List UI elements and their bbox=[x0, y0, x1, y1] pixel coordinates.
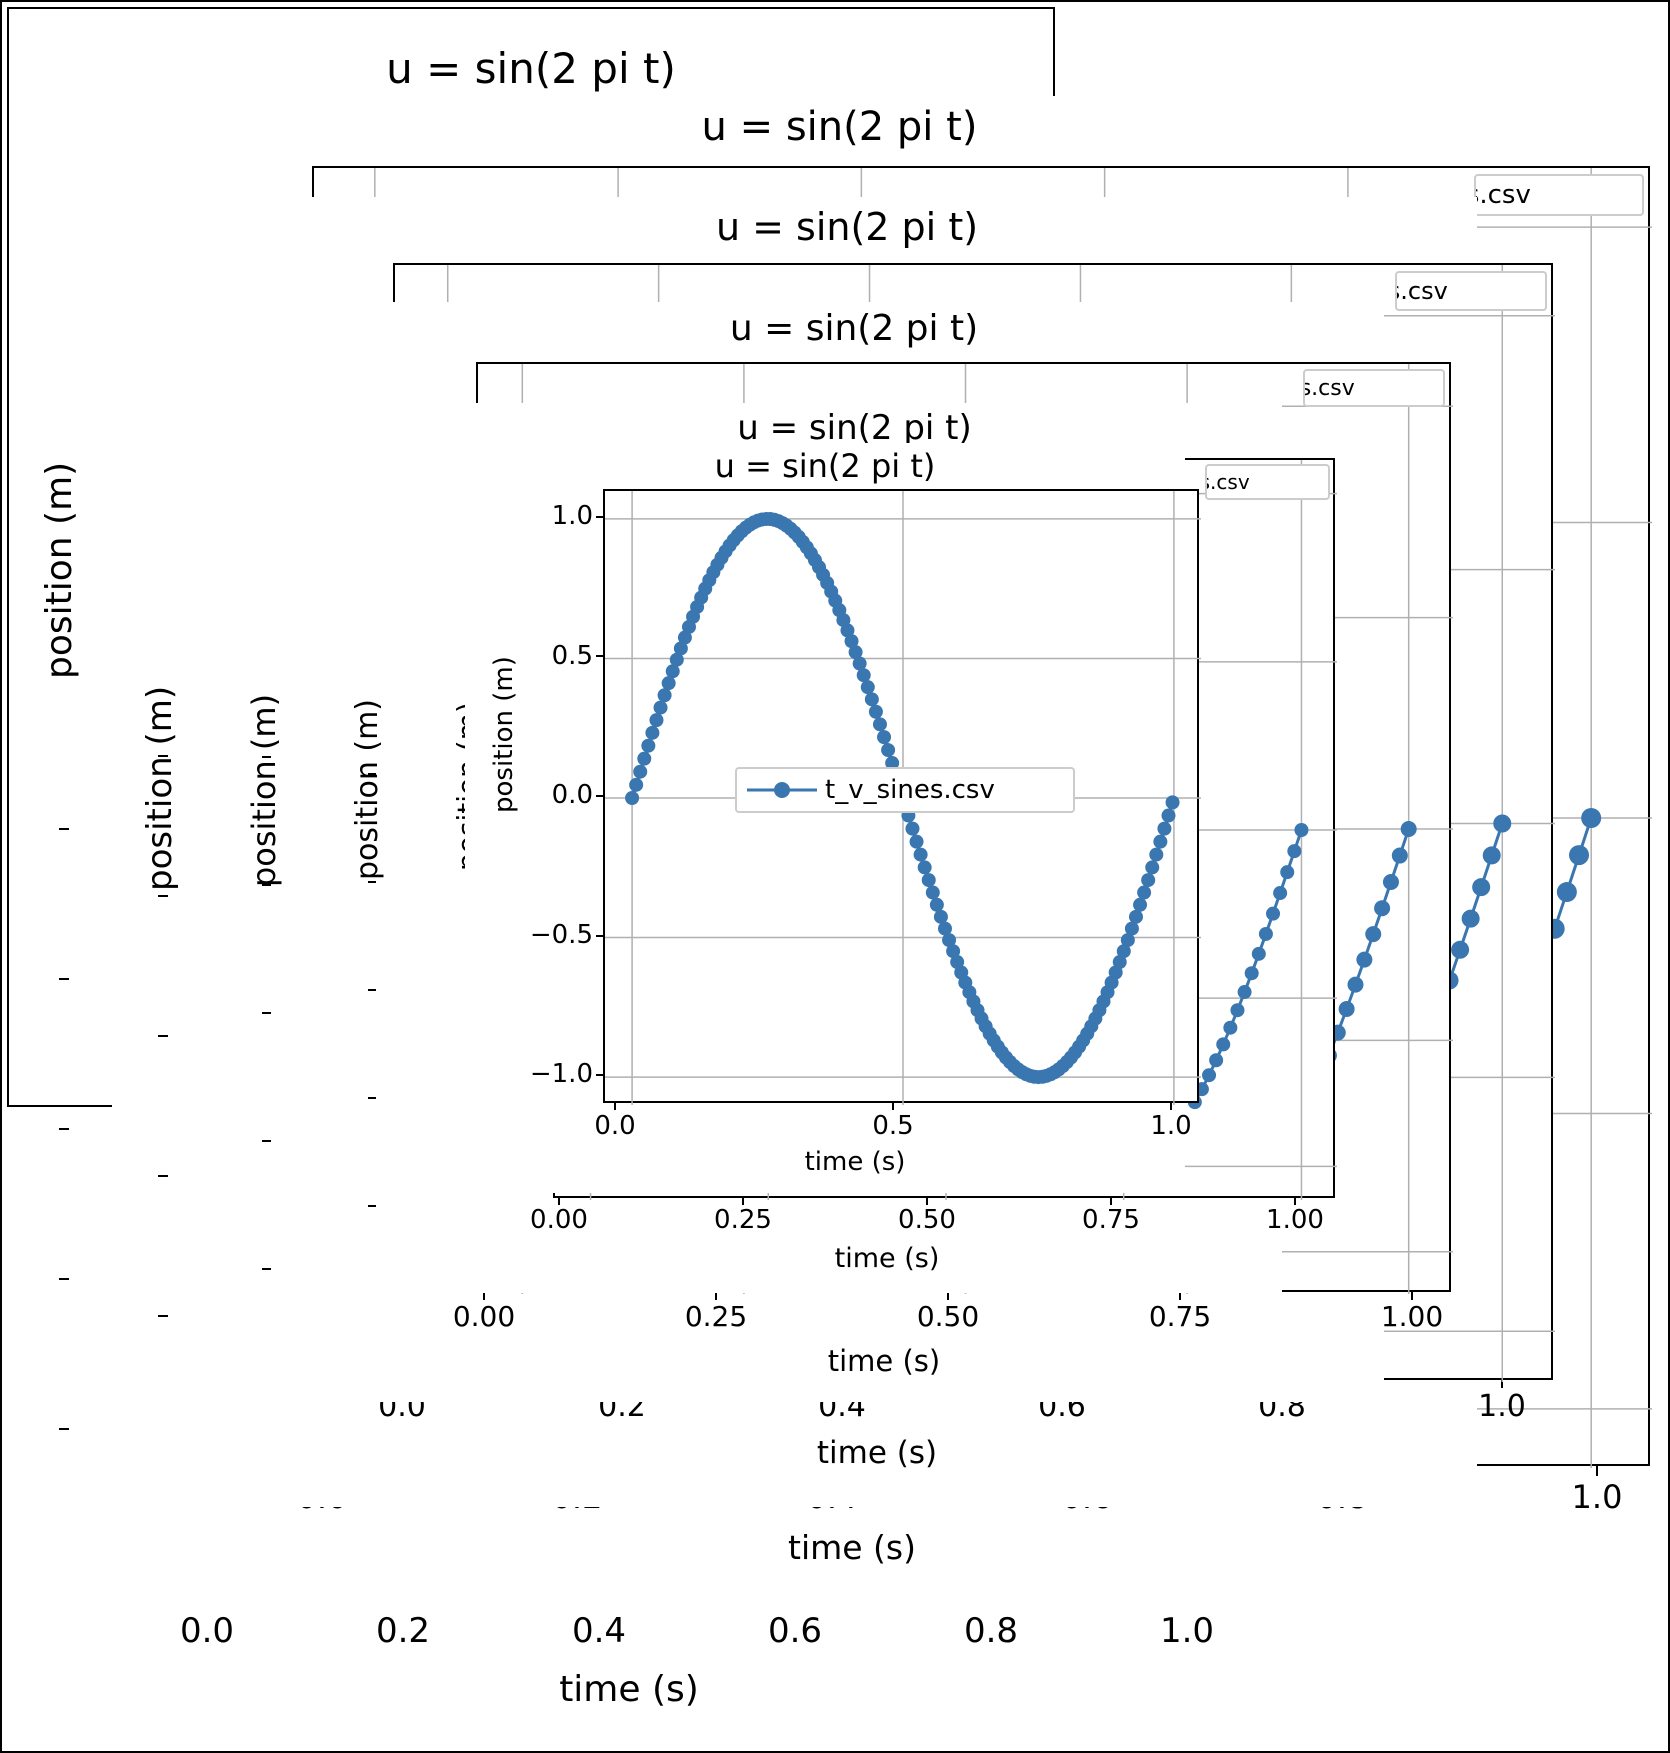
y-tick-mark bbox=[59, 1128, 69, 1130]
plot-area: t_v_sines.csv bbox=[603, 489, 1199, 1103]
x-tick-label: 0.75 bbox=[1140, 1300, 1220, 1333]
x-tick-label: 1.0 bbox=[1131, 1111, 1211, 1141]
chart-title: u = sin(2 pi t) bbox=[427, 408, 1282, 448]
y-tick-mark bbox=[262, 1140, 271, 1142]
x-tick-label: 0.25 bbox=[703, 1205, 783, 1235]
y-tick-mark bbox=[368, 773, 376, 775]
legend-label: t_v_sines.csv bbox=[825, 775, 995, 805]
chart-title: u = sin(2 pi t) bbox=[112, 104, 1567, 150]
y-tick-mark bbox=[596, 935, 603, 937]
legend: t_v_sines.csv bbox=[1205, 464, 1330, 500]
legend: t_v_sines.csv bbox=[735, 767, 1075, 813]
y-tick-mark bbox=[596, 1074, 603, 1076]
x-tick-label: 1.00 bbox=[1372, 1300, 1452, 1333]
x-tick-label: 1.0 bbox=[1557, 1478, 1637, 1516]
x-tick-label: 0.2 bbox=[363, 1611, 443, 1651]
y-tick-label: 0.0 bbox=[513, 780, 593, 810]
x-tick-label: 1.0 bbox=[1147, 1611, 1227, 1651]
y-tick-mark bbox=[59, 1428, 69, 1430]
chart-title: u = sin(2 pi t) bbox=[9, 44, 1053, 93]
y-axis-label: position (m) bbox=[245, 694, 283, 887]
y-tick-mark bbox=[596, 795, 603, 797]
chart-title: u = sin(2 pi t) bbox=[465, 447, 1185, 485]
y-tick-label: −1.0 bbox=[513, 1059, 593, 1089]
y-tick-label: −0.5 bbox=[513, 920, 593, 950]
x-axis-label: time (s) bbox=[529, 1669, 729, 1710]
x-axis-label: time (s) bbox=[794, 1344, 974, 1378]
x-tick-label: 1.00 bbox=[1255, 1205, 1335, 1235]
chart-title: u = sin(2 pi t) bbox=[217, 205, 1477, 249]
legend: t_v_sines.csv bbox=[1303, 369, 1445, 407]
y-tick-mark bbox=[596, 655, 603, 657]
y-tick-mark bbox=[59, 1278, 69, 1280]
y-axis-label: position (m) bbox=[39, 462, 80, 679]
x-tick-label: 0.75 bbox=[1071, 1205, 1151, 1235]
x-axis-label: time (s) bbox=[777, 1435, 977, 1471]
y-tick-mark bbox=[262, 1012, 271, 1014]
legend-label: t_v_sines.csv bbox=[1303, 376, 1355, 401]
legend: t_v_sines.csv bbox=[1474, 174, 1644, 216]
x-tick-label: 0.0 bbox=[575, 1111, 655, 1141]
x-axis-label: time (s) bbox=[752, 1528, 952, 1567]
y-axis-label: position (m) bbox=[350, 699, 385, 880]
x-tick-label: 0.50 bbox=[887, 1205, 967, 1235]
y-tick-label: 0.5 bbox=[513, 641, 593, 671]
y-tick-mark bbox=[158, 755, 168, 757]
x-axis-label: time (s) bbox=[780, 1147, 930, 1177]
legend-label: t_v_sines.csv bbox=[1205, 470, 1250, 494]
chart-stack-canvas: u = sin(2 pi t) position (m) time (s) 0.0 0.… bbox=[0, 0, 1670, 1753]
y-tick-mark bbox=[368, 1205, 376, 1207]
x-tick-label: 0.50 bbox=[908, 1300, 988, 1333]
legend-label: t_v_sines.csv bbox=[1474, 180, 1531, 210]
x-tick-label: 0.6 bbox=[755, 1611, 835, 1651]
x-tick-label: 0.4 bbox=[559, 1611, 639, 1651]
y-tick-mark bbox=[59, 828, 69, 830]
x-tick-label: 0.00 bbox=[519, 1205, 599, 1235]
x-tick-label: 1.0 bbox=[1462, 1389, 1542, 1424]
x-tick-label: 0.5 bbox=[853, 1111, 933, 1141]
x-tick-label: 0.0 bbox=[167, 1611, 247, 1651]
x-tick-label: 0.25 bbox=[676, 1300, 756, 1333]
y-tick-mark bbox=[158, 1035, 168, 1037]
x-tick-label: 0.00 bbox=[444, 1300, 524, 1333]
y-tick-mark bbox=[368, 989, 376, 991]
y-tick-mark bbox=[158, 1315, 168, 1317]
chart-title: u = sin(2 pi t) bbox=[324, 308, 1384, 349]
y-tick-mark bbox=[368, 1097, 376, 1099]
legend: t_v_sines.csv bbox=[1395, 271, 1547, 311]
y-tick-mark bbox=[158, 895, 168, 897]
y-tick-mark bbox=[262, 884, 271, 886]
y-tick-mark bbox=[368, 881, 376, 883]
y-tick-mark bbox=[596, 516, 603, 518]
y-tick-mark bbox=[262, 1268, 271, 1270]
x-axis-label: time (s) bbox=[807, 1243, 967, 1274]
legend-label: t_v_sines.csv bbox=[1395, 277, 1448, 305]
x-tick-label: 0.8 bbox=[951, 1611, 1031, 1651]
y-tick-mark bbox=[158, 1175, 168, 1177]
chart-panel-5: u = sin(2 pi t)position (m)time (s)0.00.… bbox=[465, 443, 1185, 1193]
y-axis-label: position (m) bbox=[140, 686, 180, 891]
y-tick-mark bbox=[262, 756, 271, 758]
y-tick-label: 1.0 bbox=[513, 501, 593, 531]
y-tick-mark bbox=[59, 978, 69, 980]
